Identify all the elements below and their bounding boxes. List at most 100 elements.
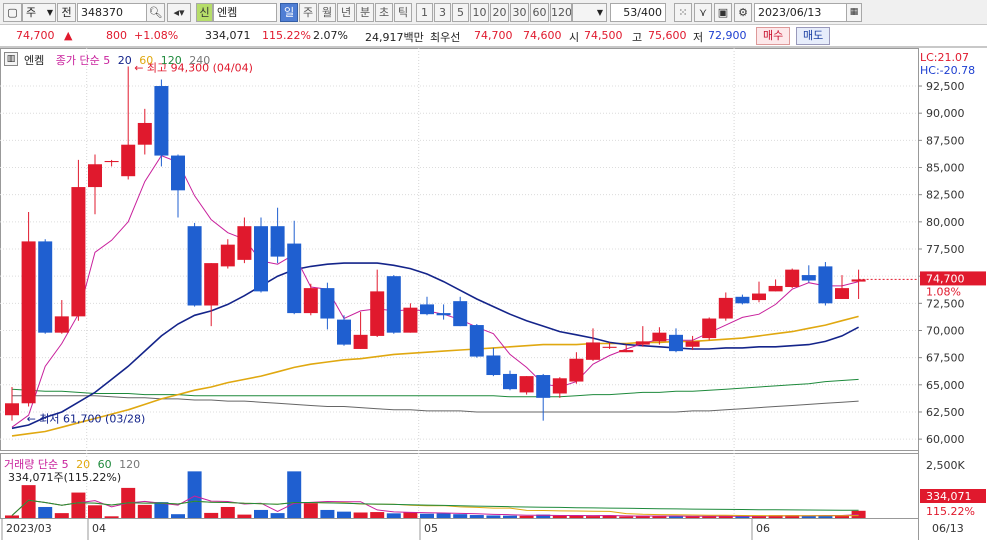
current-price: 74,700 [16,29,55,42]
ask-price: 74,700 [474,29,513,42]
period-week[interactable]: 주 [299,3,317,22]
volume-bar [370,512,385,518]
volume-bar [104,516,119,518]
volume-bar [303,503,318,518]
high-label: 고 [632,31,643,44]
period-month[interactable]: 월 [318,3,336,22]
window-icon[interactable]: ▢ [3,3,22,22]
market-select[interactable]: 주 ▼ [22,3,56,22]
custom-period-select[interactable]: ▼ [572,3,607,22]
buy-button[interactable]: 매수 [756,27,791,45]
volume-ma5: 5 [61,458,69,471]
volume-bar [801,515,816,518]
volume-bar [21,485,36,518]
turnover-rate: 2.07% [313,29,348,42]
speaker-icon[interactable]: ◂▾ [167,3,191,22]
candle-body [652,332,667,342]
price-change: 800 [106,29,127,42]
open-price: 74,500 [584,29,623,42]
period-day[interactable]: 일 [280,3,298,22]
grid-icon[interactable]: ⁙ [674,3,692,22]
minute-60[interactable]: 60 [530,3,549,22]
volume-bar [602,515,617,518]
volume-tag [920,489,986,503]
gear-icon[interactable]: ⚙ [734,3,752,22]
stock-name-field[interactable]: 엔켐 [213,3,277,22]
period-tick[interactable]: 틱 [394,3,412,22]
ma20-line [11,262,859,430]
period-second[interactable]: 초 [375,3,393,22]
minute-5[interactable]: 5 [452,3,469,22]
volume-bar [220,506,235,518]
candle-body [5,403,19,416]
volume-bar [685,516,700,518]
stock-code-input[interactable]: 348370 [77,3,147,22]
chart-type-icon[interactable]: ⋎ [694,3,712,22]
search-icon[interactable]: 🔍︎ [146,3,165,22]
candle-body [403,307,418,333]
y-tick-label: 77,500 [926,243,965,256]
y-tick-label: 85,000 [926,162,965,175]
minute-30[interactable]: 30 [510,3,529,22]
legend-stock-name: 엔켐 [24,54,45,67]
minute-120[interactable]: 120 [550,3,572,22]
change-percent: +1.08% [134,29,179,42]
best-quote-label: 최우선 [430,31,461,44]
chart-area[interactable]: 60,00062,50065,00067,50070,00072,50075,0… [0,47,987,540]
chevron-down-icon: ▼ [596,8,603,17]
volume-bar [436,513,451,518]
save-icon[interactable]: ▣ [714,3,732,22]
front-button[interactable]: 전 [57,3,76,22]
candle-body [137,122,152,145]
volume-bar [137,504,152,518]
data-count-field[interactable]: 53/400 [610,3,666,22]
candle-body [718,297,733,319]
volume-bar [5,515,19,518]
legend-ma20: 20 [117,54,132,67]
candle-body [204,263,219,306]
chart-menu-icon[interactable]: ▥ [4,52,18,66]
volume-bar [320,509,335,518]
volume-bar [254,509,268,518]
volume-tag-percent: 115.22% [926,505,975,518]
volume-bar [486,515,501,518]
period-year[interactable]: 년 [337,3,355,22]
candle-body [353,334,368,349]
volume-bar [569,515,584,518]
minute-20[interactable]: 20 [490,3,509,22]
candle-body [420,304,434,315]
volume-bar [353,512,368,518]
current-price-tag [920,271,986,286]
minute-1[interactable]: 1 [416,3,433,22]
candle-body [768,285,783,292]
candle-body [785,269,800,288]
volume-bar [851,510,866,518]
candle-body [254,226,268,292]
candle-body [270,226,285,257]
volume-bar [835,515,849,518]
calendar-icon[interactable]: ▦ [846,3,862,22]
y-tick-label: 72,500 [926,297,965,310]
candle-body [370,291,385,336]
candle-body [801,275,816,281]
sell-button[interactable]: 매도 [796,27,831,45]
minute-3[interactable]: 3 [434,3,451,22]
volume-bar [71,492,86,518]
candle-body [220,244,235,267]
up-arrow-icon: ▲ [64,29,73,42]
ma120-line [11,378,859,398]
candle-body [154,86,169,156]
period-minute[interactable]: 분 [356,3,374,22]
volume-bar [536,514,551,518]
new-indicator[interactable]: 신 [196,3,213,22]
volume-bar [38,506,53,518]
candle-body [71,187,86,317]
minute-10[interactable]: 10 [470,3,489,22]
price-chart-svg[interactable]: 60,00062,50065,00067,50070,00072,50075,0… [0,48,987,540]
candle-body [835,288,849,299]
candle-body [54,316,69,333]
volume-tag-label: 334,071 [926,490,972,503]
date-field[interactable]: 2023/06/13 [754,3,848,22]
ma240-line [12,395,859,413]
ma5-line [11,154,859,428]
